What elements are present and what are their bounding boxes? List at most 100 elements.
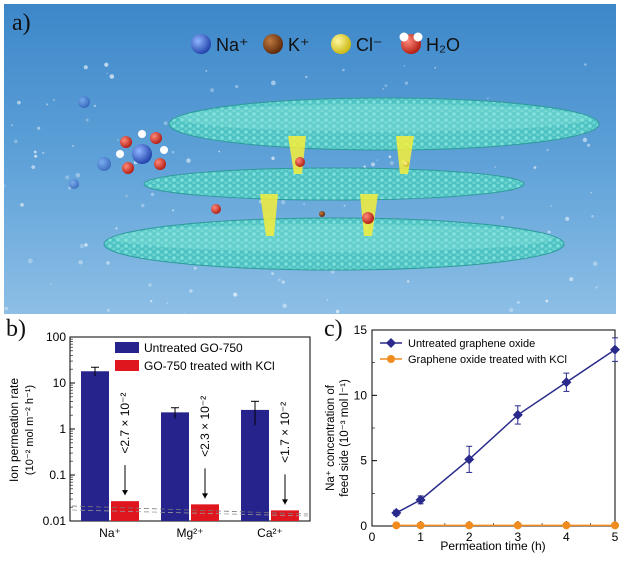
panel-c-line-chart: 0 1 2 3 4 5 0 5 10 15 Untreated graphene oxide Gr… [320,316,620,556]
annotation-arrowhead [282,499,288,505]
series-line [395,348,616,514]
y-tick-label: 15 [354,323,368,337]
detection-limit-annotation: <2.7 × 10⁻² [118,393,132,454]
data-point-circle [465,521,474,530]
water-dot [115,227,118,230]
x-category-label: Mg²⁺ [177,526,204,540]
panel-a-letter: a) [12,10,31,36]
y-axis-units: (10⁻² mol m⁻² h⁻¹) [24,385,36,475]
water-dot [193,266,197,270]
legend-kcl-label: GO-750 treated with KCl [144,359,275,373]
data-point-circle [392,521,401,530]
legend-cl-label: Cl⁻ [356,35,383,55]
ghost-ions [69,96,111,189]
y-axis-label: Ion permeation rate [7,378,21,482]
y-tick-label: 100 [46,330,66,344]
water-dot [371,162,375,167]
water-dot [4,306,9,311]
graphene-layer-top [168,97,600,151]
water-dot [584,63,587,66]
water-dot [106,72,109,75]
water-dot [587,143,591,147]
water-dot [53,99,55,101]
water-dot [235,85,239,89]
water-dot [166,302,168,304]
detection-limit-annotation: <2.3 × 10⁻² [198,396,212,457]
water-dot [33,150,37,154]
panel-a-legend: Na⁺ K⁺ Cl⁻ H₂O [191,32,460,55]
bar [241,409,269,521]
legend-untreated-label: Untreated graphene oxide [408,338,535,350]
water-dot [106,308,110,312]
water-dot [343,204,346,207]
water-dot [271,272,275,276]
water-dot [277,278,281,282]
water-dot [117,139,119,141]
y-tick-label: 0.1 [49,468,66,482]
graphene-layer-middle [143,167,525,201]
panel-c-legend: Untreated graphene oxide Graphene oxide … [380,338,567,366]
water-dot [590,191,593,194]
water-dot [34,154,38,158]
water-dot [305,75,308,79]
water-dot [172,209,175,212]
water-dot [326,298,329,301]
water-dot [14,139,18,144]
water-dot [37,126,41,130]
water-dot [303,203,306,206]
water-dot [42,151,45,155]
water-dot [550,205,553,208]
water-dot [78,260,83,265]
water-dot [403,65,406,67]
yellow-sphere-icon [331,34,351,54]
annotation-arrowhead [122,490,128,496]
water-dot [434,66,437,69]
water-dot [233,292,238,297]
panel-b-legend: Untreated GO-750 GO-750 treated with KCl [115,341,275,373]
legend-swatch-kcl [115,360,139,371]
bar [161,412,189,521]
water-dot [582,137,588,143]
bar [271,510,299,521]
y-tick-label: 0 [360,519,367,533]
water-dot [382,88,385,90]
x-tick-label: 2 [466,530,473,544]
water-dot [83,65,88,70]
water-dot [500,215,505,220]
data-point-diamond [561,377,572,388]
water-dot [282,303,287,308]
y-tick-label: 1 [59,422,66,436]
panel-b-bar-chart: 0.01 0.1 1 10 100 Na⁺ Mg²⁺ Ca²⁺ <2.7 × 10⁻² <2.… [0,316,318,556]
water-dot [569,277,574,282]
water-dot [592,261,598,267]
y-tick-label: 5 [360,454,367,468]
legend-k-label: K⁺ [288,35,310,55]
data-point-circle [513,521,522,530]
water-dot [516,301,520,304]
y-tick-label: 10 [354,388,368,402]
graphene-membrane-illustration: Na⁺ K⁺ Cl⁻ H₂O [2,4,616,315]
data-point-diamond [512,409,523,420]
x-tick-label: 3 [514,530,521,544]
y-axis-label-line1: Na⁺ concentration of [325,384,337,491]
water-dot [509,308,514,313]
water-dot [150,300,153,303]
water-dot [205,70,208,72]
panel-b-letter: b) [6,316,26,342]
water-dot [486,97,489,100]
water-dot [93,104,97,108]
water-dot [31,165,36,170]
panel-a-illustration: Na⁺ K⁺ Cl⁻ H₂O a) [2,4,616,315]
water-dot [46,103,49,106]
blue-sphere-icon [191,34,211,54]
legend-untreated-label: Untreated GO-750 [144,341,243,355]
na-concentration-chart: 0 1 2 3 4 5 0 5 10 15 Untreated graphene oxide Gr… [325,323,620,553]
water-dot [65,175,70,180]
legend-kcl-label: Graphene oxide treated with KCl [408,354,567,366]
x-tick-label: 4 [563,530,570,544]
bar [81,371,109,521]
water-dot [363,165,367,168]
annotation-arrowhead [202,493,208,499]
water-dot [533,166,537,169]
water-dot [163,121,168,126]
